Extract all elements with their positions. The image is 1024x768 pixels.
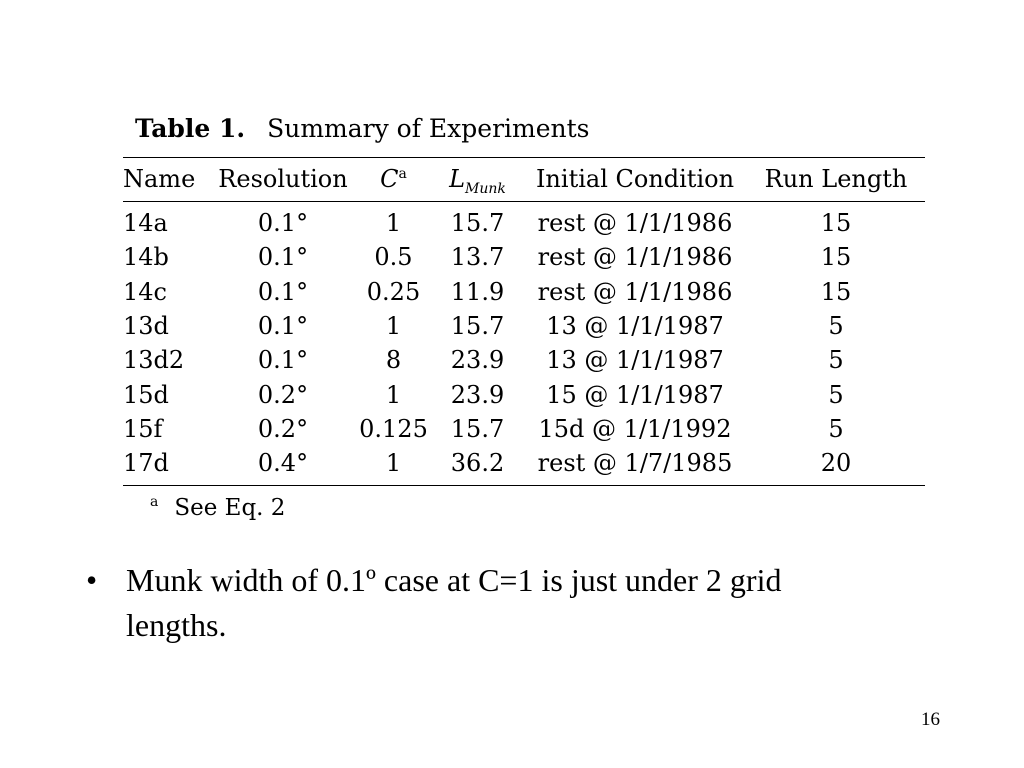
- header-name: Name: [123, 165, 196, 193]
- cell-resolution: 0.1°: [257, 277, 309, 306]
- table-header-row: Name Resolution Ca LMunk Initial Conditi…: [123, 160, 925, 198]
- table-caption: Table 1. Summary of Experiments: [135, 113, 590, 145]
- cell-c-value: 0.125: [359, 414, 428, 443]
- cell-run-length: 5: [828, 414, 844, 443]
- header-c-superscript: a: [398, 166, 407, 182]
- cell-run-length: 5: [828, 380, 844, 409]
- cell-name: 14c: [123, 277, 167, 306]
- cell-resolution: 0.2°: [257, 414, 309, 443]
- footnote-mark: a: [150, 494, 159, 511]
- bullet-text: Munk width of 0.1º case at C=1 is just u…: [126, 562, 782, 643]
- cell-initial-condition: 13 @ 1/1/1987: [546, 346, 724, 375]
- experiments-table: Name Resolution Ca LMunk Initial Conditi…: [123, 160, 925, 480]
- cell-name: 14a: [123, 209, 168, 238]
- cell-run-length: 15: [820, 277, 852, 306]
- cell-initial-condition: 15d @ 1/1/1992: [538, 414, 732, 443]
- cell-resolution: 0.1°: [257, 243, 309, 272]
- page-number: 16: [921, 709, 940, 730]
- bullet-symbol: •: [86, 562, 98, 598]
- cell-run-length: 5: [828, 346, 844, 375]
- cell-c-value: 1: [385, 209, 402, 238]
- cell-c-value: 0.5: [374, 243, 413, 272]
- cell-run-length: 15: [820, 243, 852, 272]
- cell-initial-condition: rest @ 1/1/1986: [537, 209, 733, 238]
- cell-resolution: 0.1°: [257, 346, 309, 375]
- header-initial-condition: Initial Condition: [535, 165, 735, 193]
- cell-l-munk: 15.7: [450, 209, 505, 238]
- cell-initial-condition: rest @ 1/1/1986: [537, 243, 733, 272]
- cell-name: 17d: [123, 449, 169, 478]
- cell-c-value: 1: [385, 312, 402, 341]
- table-top-rule: [123, 157, 925, 158]
- cell-c-value: 8: [385, 346, 402, 375]
- cell-initial-condition: 15 @ 1/1/1987: [546, 380, 724, 409]
- table-row: 13d2 0.1° 8 23.9 13 @ 1/1/1987 5: [123, 343, 925, 377]
- cell-initial-condition: rest @ 1/1/1986: [537, 277, 733, 306]
- cell-name: 13d: [123, 312, 169, 341]
- table-row: 14b 0.1° 0.5 13.7 rest @ 1/1/1986 15: [123, 240, 925, 274]
- cell-name: 15d: [123, 380, 169, 409]
- table-footnote: a See Eq. 2: [150, 493, 285, 523]
- cell-l-munk: 11.9: [450, 277, 505, 306]
- cell-c-value: 1: [385, 449, 402, 478]
- cell-l-munk: 23.9: [450, 346, 505, 375]
- table-row: 14a 0.1° 1 15.7 rest @ 1/1/1986 15: [123, 206, 925, 240]
- cell-name: 15f: [123, 414, 163, 443]
- table-caption-title: Summary of Experiments: [267, 114, 590, 143]
- header-l-munk: LMunk: [432, 160, 523, 198]
- cell-l-munk: 23.9: [450, 380, 505, 409]
- cell-l-munk: 13.7: [450, 243, 505, 272]
- cell-resolution: 0.1°: [257, 312, 309, 341]
- bullet-point: • Munk width of 0.1º case at C=1 is just…: [86, 558, 906, 648]
- footnote-text: See Eq. 2: [174, 495, 286, 521]
- cell-name: 14b: [123, 243, 169, 272]
- table-row: 15f 0.2° 0.125 15.7 15d @ 1/1/1992 5: [123, 412, 925, 446]
- cell-resolution: 0.2°: [257, 380, 309, 409]
- cell-initial-condition: rest @ 1/7/1985: [537, 449, 733, 478]
- table-row: 15d 0.2° 1 23.9 15 @ 1/1/1987 5: [123, 377, 925, 411]
- cell-name: 13d2: [123, 346, 185, 375]
- cell-run-length: 5: [828, 312, 844, 341]
- cell-resolution: 0.1°: [257, 209, 309, 238]
- table-bottom-rule: [123, 485, 925, 486]
- cell-l-munk: 15.7: [450, 414, 505, 443]
- table-row: 14c 0.1° 0.25 11.9 rest @ 1/1/1986 15: [123, 275, 925, 309]
- cell-l-munk: 15.7: [450, 312, 505, 341]
- header-c: Ca: [355, 160, 432, 198]
- header-c-symbol: C: [380, 165, 399, 193]
- table-caption-label: Table 1.: [135, 114, 246, 143]
- table-body: 14a 0.1° 1 15.7 rest @ 1/1/1986 15 14b 0.1° 0.5 1…: [123, 206, 925, 480]
- table-header-rule: [123, 201, 925, 202]
- table-row: 17d 0.4° 1 36.2 rest @ 1/7/1985 20: [123, 446, 925, 480]
- header-l-subscript: Munk: [465, 180, 506, 197]
- header-run-length: Run Length: [764, 165, 908, 193]
- cell-initial-condition: 13 @ 1/1/1987: [546, 312, 724, 341]
- cell-run-length: 20: [820, 449, 852, 478]
- cell-c-value: 0.25: [366, 277, 421, 306]
- cell-resolution: 0.4°: [257, 449, 309, 478]
- header-l-symbol: L: [449, 165, 466, 193]
- cell-run-length: 15: [820, 209, 852, 238]
- cell-c-value: 1: [385, 380, 402, 409]
- cell-l-munk: 36.2: [450, 449, 505, 478]
- header-resolution: Resolution: [218, 165, 348, 193]
- table-row: 13d 0.1° 1 15.7 13 @ 1/1/1987 5: [123, 309, 925, 343]
